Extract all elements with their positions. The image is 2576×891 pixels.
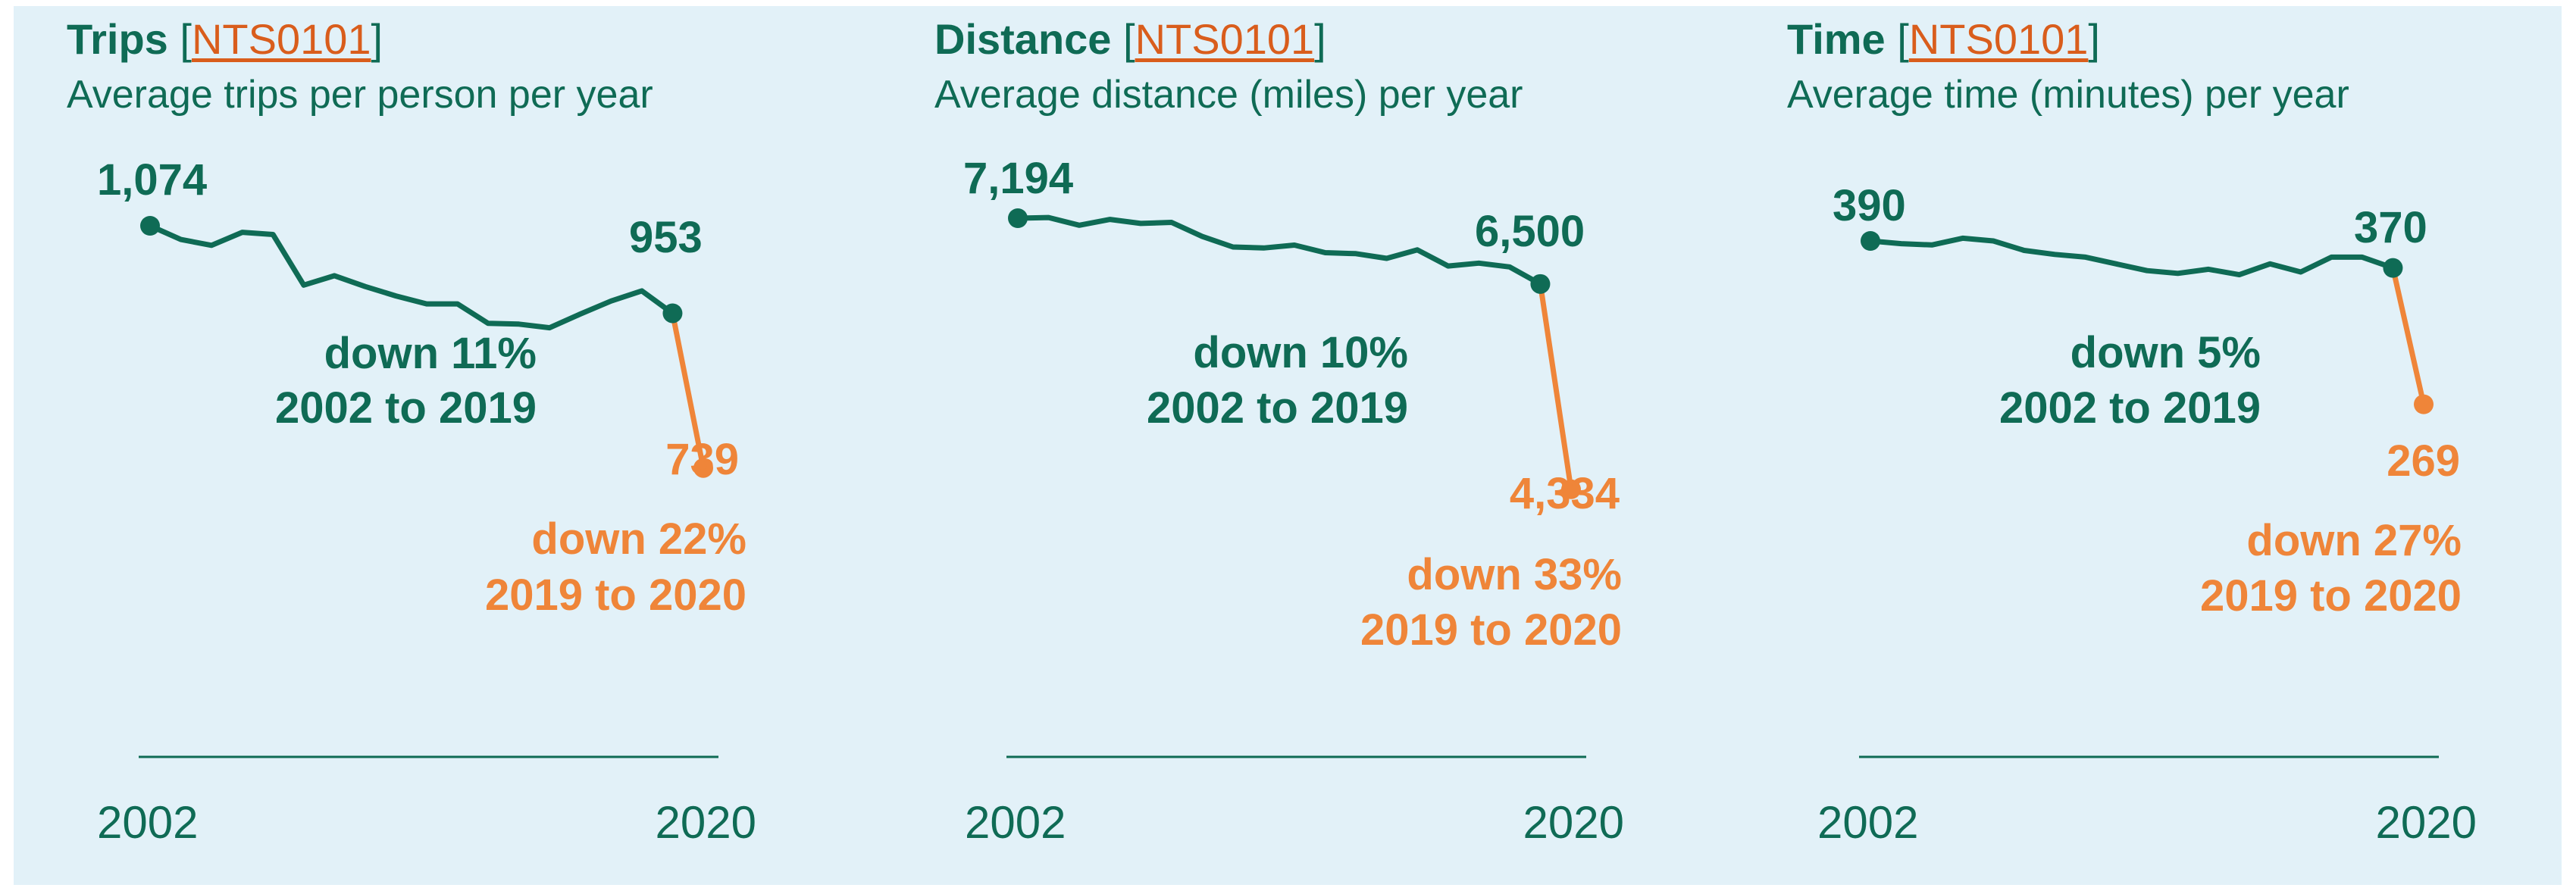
chart-title: Trips [NTS0101] <box>67 15 383 63</box>
point-2020 <box>693 458 713 478</box>
green-note-line-2: 2002 to 2019 <box>1147 383 1408 433</box>
orange-note-line-2: 2019 to 2020 <box>485 571 747 620</box>
source-link[interactable]: NTS0101 <box>191 15 371 63</box>
source-link[interactable]: NTS0101 <box>1135 15 1315 63</box>
orange-note-line-2: 2019 to 2020 <box>2200 571 2462 621</box>
series-line-2019-2020 <box>2390 265 2427 408</box>
series-line-2002-2019 <box>147 223 675 331</box>
chart-title: Time [NTS0101] <box>1787 15 2100 63</box>
chart-svg: 1,074 953 739 down 11% 2002 to 2019 down… <box>97 155 756 848</box>
start-point <box>1861 231 1880 251</box>
end-2020-value-label: 269 <box>2387 436 2460 486</box>
x-tick-label-first: 2002 <box>965 797 1066 848</box>
chart-title: Distance [NTS0101] <box>934 15 1326 63</box>
series-line-2002-2019 <box>1867 235 2396 278</box>
orange-note-line-1: down 27% <box>2246 516 2462 565</box>
start-value-label: 7,194 <box>963 154 1073 203</box>
series-line-2019-2020 <box>1537 281 1574 492</box>
x-tick-label-last: 2020 <box>2376 797 2477 848</box>
point-2019 <box>1530 274 1551 294</box>
series-line-2002-2019 <box>1015 214 1543 287</box>
series-line-2019-2020 <box>669 310 706 471</box>
chart-panel-time: Time [NTS0101] Average time (minutes) pe… <box>1734 6 2568 885</box>
title-text: Distance <box>934 15 1112 63</box>
chart-panel-distance: Distance [NTS0101] Average distance (mil… <box>881 6 1715 885</box>
orange-note-line-2: 2019 to 2020 <box>1360 605 1622 655</box>
green-note-line-1: down 11% <box>324 329 537 378</box>
green-note-line-2: 2002 to 2019 <box>1999 383 2261 433</box>
point-2020 <box>2414 394 2434 414</box>
point-2019 <box>2383 258 2403 278</box>
title-text: Trips <box>67 15 168 63</box>
end-2019-value-label: 370 <box>2354 203 2427 252</box>
orange-note-line-1: down 33% <box>1407 550 1622 599</box>
green-note-line-1: down 10% <box>1193 328 1408 377</box>
figure-background <box>14 6 2562 885</box>
chart-panel-trips: Trips [NTS0101] Average trips per person… <box>14 6 847 885</box>
chart-svg: 390 370 269 down 5% 2002 to 2019 down 27… <box>1817 181 2477 848</box>
orange-note-line-1: down 22% <box>531 514 747 564</box>
green-note-line-1: down 5% <box>2071 328 2261 377</box>
chart-subtitle: Average time (minutes) per year <box>1787 73 2349 117</box>
green-note-line-2: 2002 to 2019 <box>275 383 537 433</box>
chart-subtitle: Average distance (miles) per year <box>934 73 1523 117</box>
title-text: Time <box>1787 15 1886 63</box>
x-tick-label-last: 2020 <box>656 797 756 848</box>
point-2020 <box>1561 479 1581 499</box>
start-value-label: 1,074 <box>97 155 207 205</box>
end-2020-value-label: 4,334 <box>1510 469 1620 518</box>
end-2019-value-label: 6,500 <box>1475 207 1585 256</box>
x-tick-label-last: 2020 <box>1523 797 1624 848</box>
start-value-label: 390 <box>1833 181 1906 230</box>
start-point <box>140 216 160 236</box>
end-2020-value-label: 739 <box>665 435 739 484</box>
x-tick-label-first: 2002 <box>1817 797 1918 848</box>
chart-svg: 7,194 6,500 4,334 down 10% 2002 to 2019 … <box>963 154 1624 848</box>
x-tick-label-first: 2002 <box>97 797 198 848</box>
start-point <box>1008 208 1028 228</box>
chart-subtitle: Average trips per person per year <box>67 73 653 117</box>
point-2019 <box>662 303 683 324</box>
end-2019-value-label: 953 <box>629 213 703 262</box>
source-link[interactable]: NTS0101 <box>1908 15 2089 63</box>
